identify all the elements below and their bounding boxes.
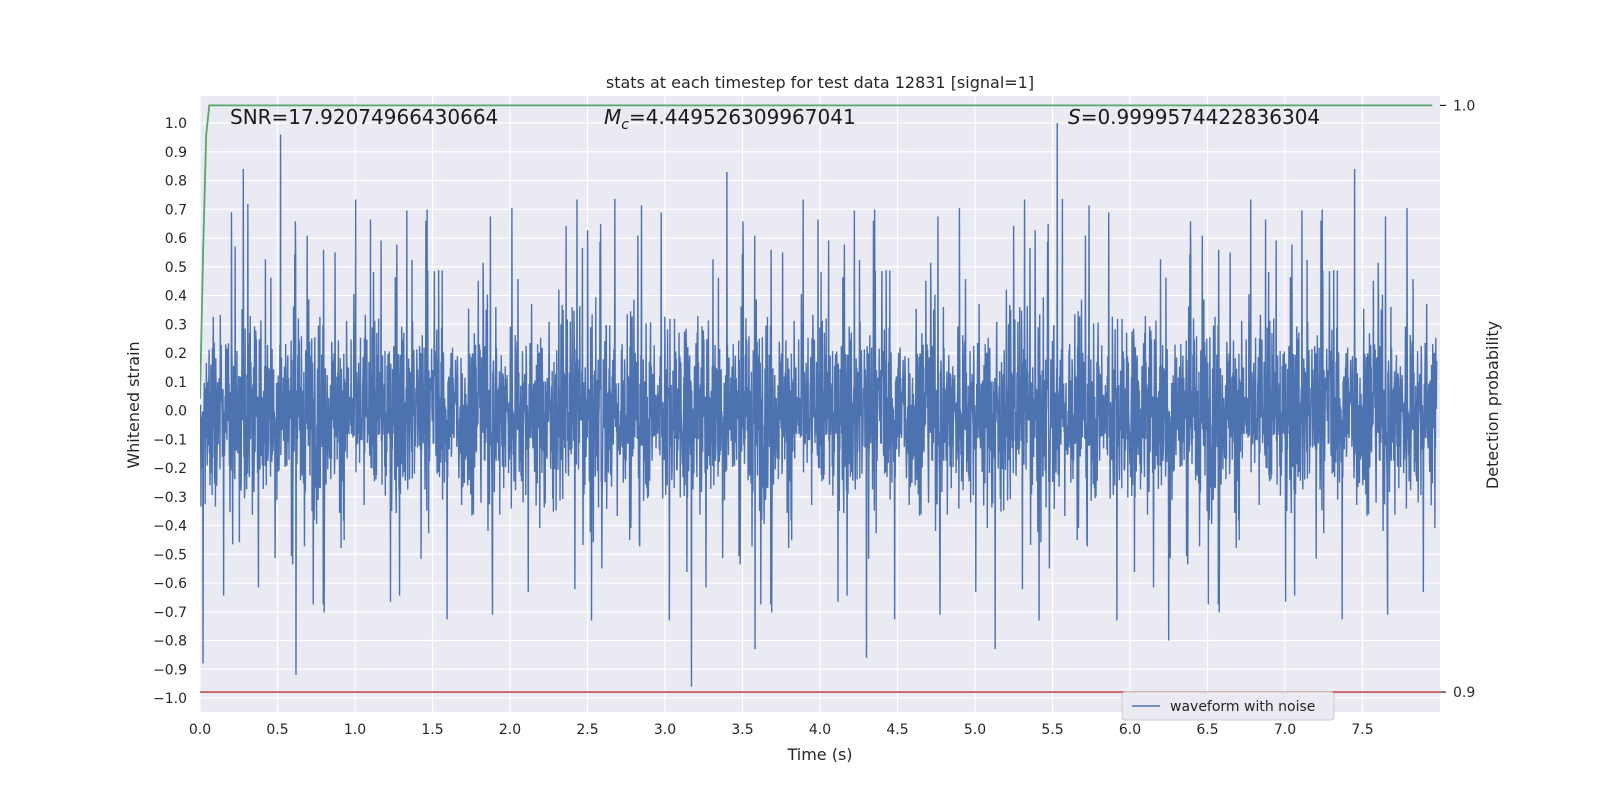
y-tick-label: −0.2 xyxy=(153,461,187,477)
x-axis-label: Time (s) xyxy=(786,745,852,764)
y-axis-ticks: 1.0 0.9 0.8 0.7 0.6 0.5 0.4 0.3 0.2 0.1 0.0 −0.1 −0.… xyxy=(153,116,187,707)
y-tick-label: 0.5 xyxy=(165,260,187,276)
y-tick-label: 0.9 xyxy=(165,145,187,161)
y-tick-label: 0.8 xyxy=(165,174,187,190)
x-tick-label: 6.0 xyxy=(1119,722,1141,738)
x-tick-label: 7.5 xyxy=(1351,722,1373,738)
x-tick-label: 1.5 xyxy=(421,722,443,738)
y-tick-label: 0.3 xyxy=(165,317,187,333)
chart-title: stats at each timestep for test data 128… xyxy=(606,73,1034,92)
x-tick-label: 4.0 xyxy=(809,722,831,738)
y-tick-label: 0.1 xyxy=(165,375,187,391)
x-tick-label: 4.5 xyxy=(886,722,908,738)
probability-line xyxy=(200,104,1433,399)
x-tick-label: 3.5 xyxy=(731,722,753,738)
x-tick-label: 0.5 xyxy=(266,722,288,738)
x-tick-label: 0.0 xyxy=(189,722,211,738)
x-axis-ticks: 0.0 0.5 1.0 1.5 2.0 2.5 3.0 3.5 4.0 4.5 5.0 5.5 6.0 6… xyxy=(189,722,1374,738)
y-tick-label: 0.7 xyxy=(165,202,187,218)
right-tick-label: 0.9 xyxy=(1453,685,1475,701)
y-tick-label: −1.0 xyxy=(153,691,187,707)
x-tick-label: 2.0 xyxy=(499,722,521,738)
x-tick-label: 7.0 xyxy=(1274,722,1296,738)
snr-annotation: SNR=17.92074966430664 xyxy=(230,105,498,129)
chirp-mass-annotation: Mc=4.449526309967041 xyxy=(604,105,856,133)
waveform-line xyxy=(200,122,1438,687)
x-tick-label: 6.5 xyxy=(1196,722,1218,738)
y-tick-label: −0.5 xyxy=(153,547,187,563)
y-tick-label: −0.4 xyxy=(153,519,187,535)
y-tick-label: 0.0 xyxy=(165,404,187,420)
y-tick-label: −0.9 xyxy=(153,662,187,678)
x-tick-label: 5.0 xyxy=(964,722,986,738)
legend-label-waveform: waveform with noise xyxy=(1170,699,1315,715)
right-axis-label: Detection probability xyxy=(1483,321,1502,489)
right-axis-ticks: 1.0 0.9 xyxy=(1440,98,1475,701)
legend-box xyxy=(1121,691,1335,721)
y-tick-label: −0.7 xyxy=(153,605,187,621)
y-axis-label: Whitened strain xyxy=(124,341,143,468)
y-tick-label: 1.0 xyxy=(165,116,187,132)
y-tick-label: 0.2 xyxy=(165,346,187,362)
x-tick-label: 2.5 xyxy=(576,722,598,738)
y-tick-label: −0.6 xyxy=(153,576,187,592)
y-tick-label: −0.1 xyxy=(153,432,187,448)
legend: waveform with noise xyxy=(1121,691,1335,721)
y-tick-label: −0.8 xyxy=(153,634,187,650)
y-tick-label: 0.4 xyxy=(165,289,187,305)
score-annotation: S=0.9999574422836304 xyxy=(1068,105,1320,129)
y-tick-label: 0.6 xyxy=(165,231,187,247)
right-tick-label: 1.0 xyxy=(1453,98,1475,114)
x-tick-label: 1.0 xyxy=(344,722,366,738)
x-tick-label: 5.5 xyxy=(1041,722,1063,738)
y-tick-label: −0.3 xyxy=(153,490,187,506)
x-tick-label: 3.0 xyxy=(654,722,676,738)
